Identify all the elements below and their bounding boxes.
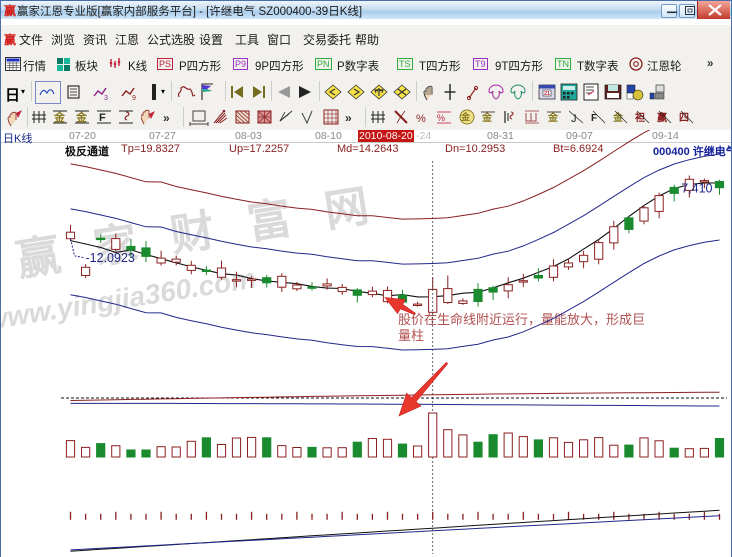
svg-text:金: 金: [547, 111, 559, 124]
svg-text:-12.0923: -12.0923: [86, 251, 135, 265]
svg-text:9: 9: [132, 95, 136, 100]
svg-text:3: 3: [104, 95, 108, 100]
svg-text:金: 金: [460, 111, 471, 122]
svg-text:金: 金: [75, 110, 88, 124]
svg-text:%: %: [437, 113, 445, 123]
svg-text:F: F: [99, 112, 106, 124]
svg-text:7,410: 7,410: [681, 181, 712, 195]
svg-text:金: 金: [613, 111, 624, 124]
svg-text:金: 金: [53, 110, 66, 124]
svg-text:%: %: [416, 113, 426, 125]
svg-text:金: 金: [481, 111, 493, 124]
svg-text:21: 21: [544, 91, 550, 97]
